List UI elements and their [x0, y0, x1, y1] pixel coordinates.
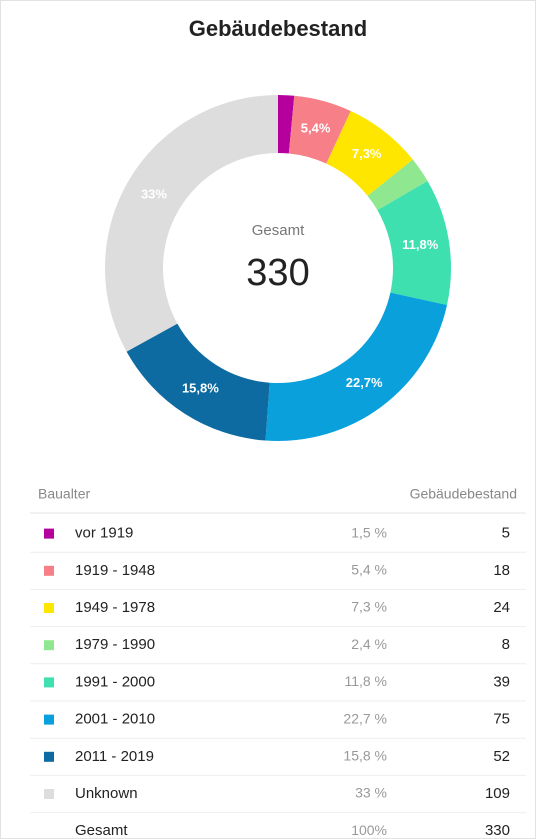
- slice-label: 5,4%: [301, 120, 331, 135]
- total-label: Gesamt: [75, 822, 128, 839]
- table-header: Gebäudebestand: [410, 486, 517, 502]
- row-percent: 11,8 %: [344, 673, 387, 689]
- legend-swatch: [44, 789, 54, 799]
- legend-swatch: [44, 714, 54, 725]
- row-percent: 5,4 %: [351, 562, 387, 578]
- slice-label: 7,3%: [352, 146, 382, 161]
- total-percent: 100%: [351, 822, 387, 838]
- donut-slice: [326, 111, 413, 196]
- legend-swatch: [44, 603, 54, 613]
- legend-swatch: [44, 565, 54, 576]
- row-label: 1919 - 1948: [75, 562, 155, 579]
- donut-slice: [104, 95, 278, 352]
- row-count: 24: [493, 599, 510, 616]
- row-count: 39: [493, 673, 510, 690]
- row-count: 109: [485, 785, 510, 802]
- total-count: 330: [485, 822, 510, 839]
- table-header: Baualter: [38, 486, 90, 502]
- donut-slice: [377, 181, 451, 305]
- donut-slice: [278, 95, 295, 154]
- row-count: 75: [493, 711, 510, 728]
- slice-label: 33%: [141, 186, 167, 201]
- legend-swatch: [44, 528, 54, 539]
- row-percent: 2,4 %: [351, 636, 387, 652]
- row-percent: 22,7 %: [343, 710, 387, 726]
- row-count: 52: [493, 748, 510, 765]
- row-count: 8: [502, 636, 510, 653]
- row-label: vor 1919: [75, 525, 133, 542]
- row-label: 1979 - 1990: [75, 636, 155, 653]
- row-percent: 1,5 %: [351, 524, 387, 540]
- chart-title: Gebäudebestand: [189, 16, 367, 41]
- donut-slice: [367, 159, 428, 211]
- row-count: 5: [502, 525, 510, 542]
- center-label: Gesamt: [252, 222, 305, 239]
- slice-label: 15,8%: [182, 381, 219, 396]
- legend-swatch: [44, 751, 54, 762]
- row-count: 18: [493, 562, 510, 579]
- donut-slice: [265, 292, 448, 441]
- row-label: 2011 - 2019: [75, 748, 154, 765]
- slice-label: 11,8%: [402, 237, 439, 252]
- donut-slice: [288, 95, 351, 164]
- legend-swatch: [44, 677, 54, 688]
- row-label: 2001 - 2010: [75, 711, 155, 728]
- legend-swatch: [44, 640, 54, 651]
- donut-slice: [126, 323, 270, 441]
- row-percent: 33 %: [355, 785, 387, 801]
- row-label: 1991 - 2000: [75, 673, 155, 690]
- row-label: Unknown: [75, 785, 138, 802]
- row-percent: 7,3 %: [351, 599, 387, 615]
- row-label: 1949 - 1978: [75, 599, 155, 616]
- slice-label: 22,7%: [346, 375, 383, 390]
- center-value: 330: [246, 252, 309, 294]
- row-percent: 15,8 %: [343, 748, 387, 764]
